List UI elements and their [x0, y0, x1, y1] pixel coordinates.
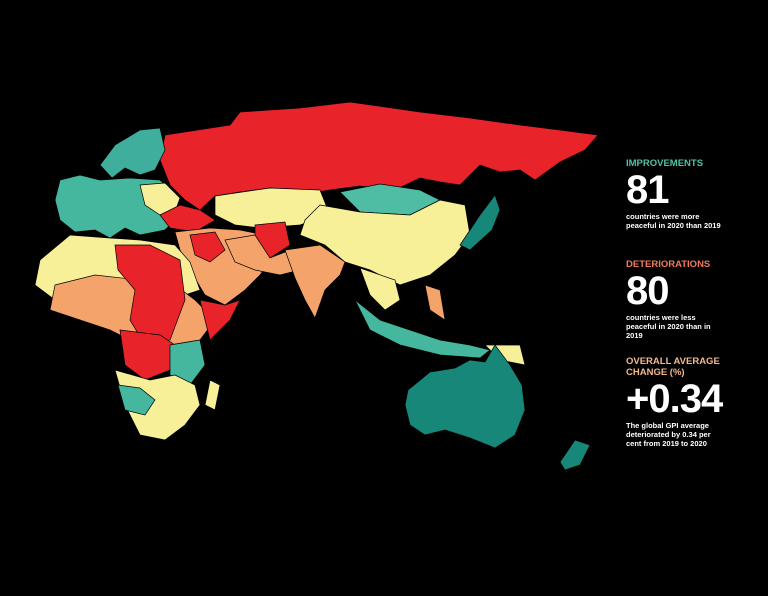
india	[284, 244, 346, 319]
japan	[459, 194, 501, 251]
southeast-asia	[359, 267, 401, 311]
philippines	[424, 284, 446, 321]
new-zealand	[559, 439, 591, 471]
east-africa	[169, 339, 206, 386]
improvements-block: IMPROVEMENTS 81 countries were more peac…	[626, 158, 746, 230]
world-map	[34, 101, 599, 471]
heading: OVERALL AVERAGE CHANGE (%)	[626, 356, 720, 378]
madagascar	[204, 379, 221, 411]
indonesia	[354, 299, 491, 359]
caption: countries were less peaceful in 2020 tha…	[626, 313, 711, 340]
big-number: 81	[626, 168, 670, 212]
ukraine-turkey	[159, 204, 216, 233]
central-asia	[214, 187, 331, 229]
angola-zambia	[117, 384, 156, 416]
caption: countries were more peaceful in 2020 tha…	[626, 212, 721, 230]
big-number: 80	[626, 269, 670, 313]
australia	[404, 344, 526, 449]
china	[299, 199, 471, 286]
deteriorations-block: DETERIORATIONS 80 countries were less pe…	[626, 259, 746, 340]
scandinavia	[99, 127, 166, 179]
overall-block: OVERALL AVERAGE CHANGE (%) +0.34 The glo…	[626, 356, 746, 448]
syria-iraq	[189, 231, 226, 263]
caption: The global GPI average deteriorated by 0…	[626, 421, 711, 448]
heading: DETERIORATIONS	[626, 259, 711, 270]
heading: IMPROVEMENTS	[626, 158, 704, 169]
big-number: +0.34	[626, 377, 723, 421]
horn-of-africa	[199, 299, 241, 341]
